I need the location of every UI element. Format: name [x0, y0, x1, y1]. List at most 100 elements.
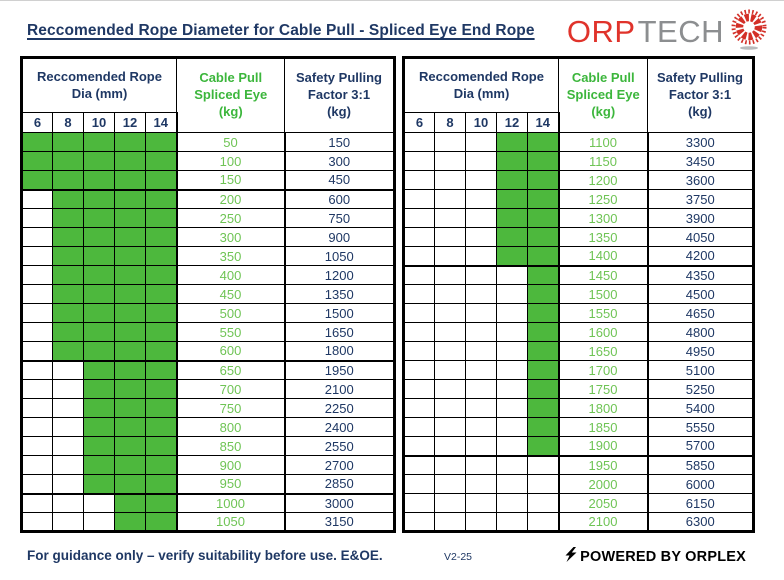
dia-cell-empty: [496, 341, 528, 361]
safety-factor-value: 3450: [647, 151, 754, 171]
dia-cell-recommended: [145, 151, 178, 171]
dia-cell-recommended: [114, 208, 146, 228]
dia-cell-empty: [496, 474, 528, 494]
dia-cell-empty: [403, 189, 435, 209]
dia-cell-empty: [465, 512, 497, 532]
table-row: 1000 3000: [21, 493, 395, 513]
table-row: 200 600: [21, 189, 395, 209]
dia-cell-recommended: [145, 189, 178, 209]
cable-pull-value: 750: [176, 398, 286, 418]
dia-cell-empty: [403, 417, 435, 437]
safety-factor-value: 5550: [647, 417, 754, 437]
cable-pull-value: 1200: [558, 170, 649, 190]
dia-cell-empty: [403, 284, 435, 304]
dia-cell-empty: [465, 398, 497, 418]
dia-cell-empty: [496, 284, 528, 304]
dia-cell-empty: [434, 303, 466, 323]
guidance-note: For guidance only – verify suitability b…: [27, 548, 383, 563]
dia-cell-recommended: [527, 227, 560, 247]
dia-cell-recommended: [83, 341, 115, 362]
safety-factor-value: 2550: [284, 436, 395, 456]
dia-cell-empty: [496, 360, 528, 380]
powered-by: POWERED BY ORPLEX: [564, 547, 746, 566]
dia-header-line2: Dia (mm): [71, 85, 128, 101]
table-row: 2050 6150: [403, 493, 754, 513]
dia-cell-empty: [403, 170, 435, 190]
dia-cell-empty: [496, 322, 528, 342]
dia-cell-recommended: [145, 455, 178, 475]
dia-cell-recommended: [527, 246, 560, 267]
safety-factor-value: 5700: [647, 436, 754, 457]
dia-cell-recommended: [527, 379, 560, 399]
safety-factor-value: 5250: [647, 379, 754, 399]
cable-pull-value: 250: [176, 208, 286, 228]
dia-cell-empty: [434, 512, 466, 532]
safety-factor-value: 1650: [284, 322, 395, 342]
dia-column-14: 14: [145, 112, 178, 133]
dia-cell-empty: [527, 455, 560, 475]
dia-cell-empty: [434, 341, 466, 361]
table-row: 2100 6300: [403, 512, 754, 532]
rope-starburst-icon: [728, 7, 770, 56]
dia-cell-recommended: [527, 208, 560, 228]
dia-column-8: 8: [434, 112, 466, 133]
dia-cell-recommended: [83, 170, 115, 191]
cable-pull-value: 900: [176, 455, 286, 475]
dia-cell-empty: [434, 246, 466, 267]
dia-cell-recommended: [114, 474, 146, 495]
dia-cell-recommended: [527, 436, 560, 457]
dia-cell-recommended: [83, 360, 115, 380]
safety-factor-value: 4650: [647, 303, 754, 323]
safety-factor-value: 150: [284, 132, 395, 152]
safety-factor-value: 3300: [647, 132, 754, 152]
dia-cell-empty: [434, 170, 466, 190]
safety-factor-value: 6150: [647, 493, 754, 513]
table-row: 900 2700: [21, 455, 395, 475]
safety-factor-value: 4950: [647, 341, 754, 361]
cable-pull-value: 200: [176, 189, 286, 209]
dia-cell-empty: [21, 474, 53, 495]
cable-pull-value: 1850: [558, 417, 649, 437]
dia-cell-recommended: [145, 379, 178, 399]
dia-cell-empty: [403, 379, 435, 399]
table-row: 100 300: [21, 151, 395, 171]
cable-pull-value: 300: [176, 227, 286, 247]
dia-cell-empty: [403, 436, 435, 457]
dia-cell-empty: [21, 436, 53, 456]
dia-cell-empty: [21, 360, 53, 380]
dia-cell-empty: [52, 379, 84, 399]
dia-cell-recommended: [83, 284, 115, 304]
dia-cell-empty: [403, 303, 435, 323]
dia-cell-empty: [465, 379, 497, 399]
dia-cell-empty: [496, 512, 528, 532]
dia-cell-empty: [527, 474, 560, 494]
dia-cell-empty: [465, 417, 497, 437]
dia-cell-empty: [465, 360, 497, 380]
dia-cell-empty: [434, 417, 466, 437]
dia-cell-recommended: [496, 132, 528, 152]
dia-cell-recommended: [114, 398, 146, 418]
cable-pull-value: 1600: [558, 322, 649, 342]
dia-cell-recommended: [527, 303, 560, 323]
cable-pull-value: 450: [176, 284, 286, 304]
dia-cell-recommended: [114, 455, 146, 475]
dia-header-line1: Reccomended Rope: [37, 69, 162, 85]
table-row: 750 2250: [21, 398, 395, 418]
table-row: 700 2100: [21, 379, 395, 399]
dia-cell-recommended: [145, 341, 178, 362]
table-row: 2000 6000: [403, 474, 754, 494]
dia-cell-empty: [403, 398, 435, 418]
table-row: 1300 3900: [403, 208, 754, 228]
lightning-bolt-icon: [564, 547, 577, 566]
dia-cell-recommended: [145, 512, 178, 532]
safety-factor-value: 600: [284, 189, 395, 209]
dia-column-8: 8: [52, 112, 84, 133]
cable-pull-value: 1650: [558, 341, 649, 361]
dia-cell-recommended: [83, 398, 115, 418]
dia-cell-empty: [496, 493, 528, 513]
dia-cell-recommended: [496, 189, 528, 209]
dia-cell-empty: [21, 455, 53, 475]
safety-factor-value: 6300: [647, 512, 754, 532]
cable-pull-header: Cable Pull Spliced Eye (kg): [558, 57, 648, 133]
dia-cell-empty: [52, 417, 84, 437]
